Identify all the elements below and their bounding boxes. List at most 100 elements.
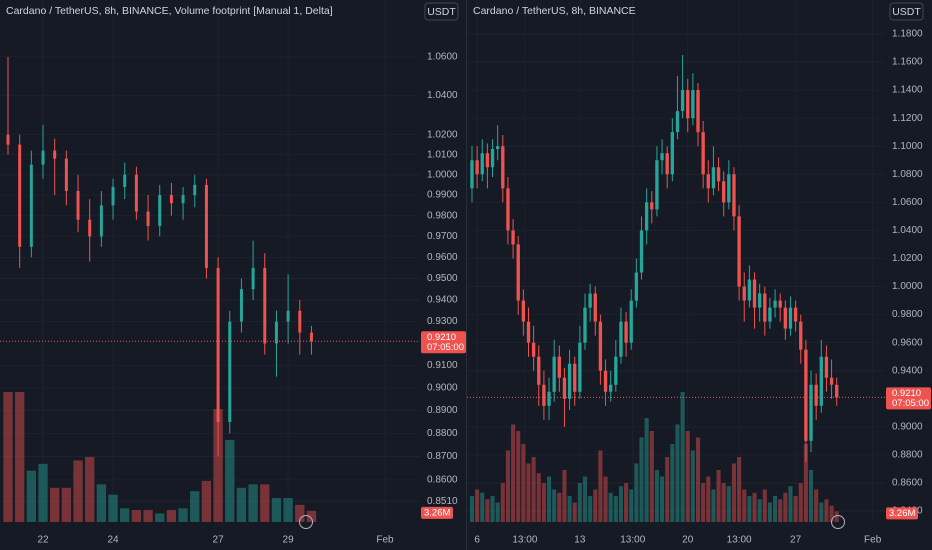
volume-bar bbox=[201, 480, 212, 522]
volume-bar bbox=[96, 484, 107, 522]
volume-bar bbox=[629, 489, 634, 522]
y-tick-label: 0.8510 bbox=[427, 496, 458, 507]
candle-body bbox=[134, 174, 138, 212]
candle-body bbox=[485, 153, 490, 168]
volume-bar bbox=[120, 508, 130, 522]
replay-icon[interactable] bbox=[831, 515, 845, 529]
volume-bar bbox=[742, 489, 747, 522]
candle-body bbox=[598, 321, 603, 371]
candle-body bbox=[583, 307, 587, 343]
volume-bar bbox=[536, 473, 541, 522]
candle-body bbox=[490, 149, 495, 168]
volume-bar bbox=[701, 483, 706, 522]
volume-bar bbox=[752, 492, 757, 522]
replay-icon[interactable] bbox=[299, 515, 313, 529]
candle-body bbox=[480, 153, 484, 175]
candle-body bbox=[239, 289, 243, 322]
volume-bar bbox=[819, 502, 824, 522]
candle-body bbox=[6, 134, 10, 145]
candle-body bbox=[516, 244, 520, 301]
volume-bar bbox=[721, 483, 726, 522]
y-tick-label: 0.9400 bbox=[427, 295, 458, 306]
candle-body bbox=[644, 202, 649, 231]
volume-bar bbox=[690, 450, 695, 522]
candle-body bbox=[680, 90, 685, 112]
candle-body bbox=[639, 230, 644, 273]
candle-body bbox=[670, 132, 674, 175]
y-tick-label: 0.8600 bbox=[892, 478, 923, 489]
volume-bar bbox=[588, 496, 593, 522]
candle-body bbox=[722, 181, 726, 203]
candle-body bbox=[111, 186, 115, 206]
volume-bar bbox=[15, 392, 25, 522]
volume-bar bbox=[793, 496, 798, 522]
volume-bar bbox=[485, 499, 490, 522]
volume-bar bbox=[236, 487, 247, 522]
volume-bar bbox=[166, 510, 177, 522]
volume-bar bbox=[567, 496, 572, 522]
candle-body bbox=[501, 146, 505, 189]
candle-body bbox=[29, 164, 33, 247]
candle-body bbox=[819, 356, 823, 406]
y-tick-label: 0.9000 bbox=[427, 383, 458, 394]
volume-bar bbox=[552, 489, 557, 522]
volume-bar bbox=[557, 492, 562, 522]
candle-body bbox=[578, 342, 582, 392]
volume-bar bbox=[593, 489, 598, 522]
y-tick-label: 0.9000 bbox=[892, 422, 923, 433]
volume-bar bbox=[516, 431, 521, 522]
volume-bar bbox=[131, 510, 142, 522]
volume-bar bbox=[38, 463, 48, 522]
price-label-box bbox=[886, 387, 931, 410]
y-tick-label: 1.0600 bbox=[892, 197, 923, 208]
y-tick-label: 1.1200 bbox=[892, 113, 923, 124]
volume-label-box bbox=[886, 507, 918, 520]
candle-body bbox=[41, 150, 45, 165]
candle-body bbox=[706, 174, 710, 189]
candle-body bbox=[660, 153, 664, 161]
candle-body bbox=[588, 293, 592, 308]
y-tick-label: 1.0000 bbox=[427, 169, 458, 180]
candle-body bbox=[701, 132, 705, 175]
candle-body bbox=[99, 205, 103, 237]
volume-bar bbox=[670, 444, 675, 522]
y-tick-label: 0.8800 bbox=[892, 450, 923, 461]
volume-bar bbox=[50, 487, 60, 522]
currency-button[interactable] bbox=[889, 2, 924, 21]
volume-bar bbox=[747, 496, 752, 522]
candle-body bbox=[737, 216, 741, 287]
y-tick-label: 0.9900 bbox=[427, 190, 458, 201]
x-tick-label: 13:00 bbox=[620, 535, 645, 546]
volume-bar bbox=[767, 502, 772, 522]
candle-body bbox=[274, 321, 278, 344]
y-tick-label: 0.9400 bbox=[892, 365, 923, 376]
volume-bar bbox=[143, 510, 153, 522]
y-tick-label: 0.9500 bbox=[427, 273, 458, 284]
volume-bar bbox=[495, 502, 500, 522]
candle-body bbox=[732, 174, 736, 217]
price-label: 0.9210 bbox=[427, 332, 456, 343]
candle-body bbox=[788, 307, 793, 329]
candle-body bbox=[778, 300, 782, 308]
candle-body bbox=[655, 160, 659, 210]
candle-body bbox=[53, 150, 57, 159]
candle-body bbox=[228, 321, 232, 422]
candle-body bbox=[557, 356, 561, 378]
y-tick-label: 1.0400 bbox=[892, 225, 923, 236]
volume-bar bbox=[511, 424, 516, 522]
candle-body bbox=[76, 190, 80, 220]
currency-button[interactable] bbox=[424, 2, 459, 21]
volume-bar bbox=[260, 484, 270, 522]
volume-bar bbox=[73, 460, 83, 522]
volume-bar bbox=[624, 483, 629, 522]
volume-bar bbox=[675, 424, 680, 522]
candle-body bbox=[783, 307, 788, 329]
volume-bar bbox=[783, 492, 788, 522]
candle-body bbox=[665, 153, 669, 175]
candle-body bbox=[158, 195, 162, 226]
currency-label: USDT bbox=[892, 6, 921, 18]
volume-bar bbox=[178, 508, 188, 522]
candle-body bbox=[614, 356, 618, 385]
candle-body bbox=[804, 349, 808, 441]
